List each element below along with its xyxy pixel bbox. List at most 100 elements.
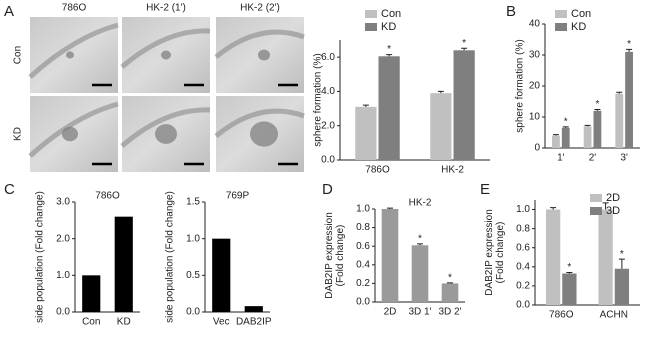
y-tick-label: 0.8 <box>516 223 530 234</box>
y-tick-label: 2.0 <box>56 233 70 244</box>
bar <box>562 273 577 305</box>
y-axis-label: DAB2IP expression <box>324 212 335 299</box>
x-tick-label: 2' <box>589 153 597 164</box>
bar <box>552 135 560 148</box>
y-axis-label: sphere formation (%) <box>515 39 526 132</box>
y-tick-label: 1.0 <box>516 204 530 215</box>
chart-title: 769P <box>226 191 250 202</box>
legend-swatch <box>365 23 377 31</box>
y-tick-label: 0.6 <box>356 241 370 252</box>
error-bar <box>552 134 559 136</box>
micrograph-tube <box>120 107 211 148</box>
x-tick-label: 3D 2' <box>438 307 461 318</box>
error-bar <box>602 202 609 210</box>
micrograph-row-label: KD <box>13 127 24 141</box>
y-axis-label: (Fold change) <box>495 222 506 284</box>
error-bar <box>437 90 444 94</box>
significance-mark: * <box>564 117 568 128</box>
error-bar <box>626 48 633 52</box>
y-tick-label: 0.4 <box>356 259 370 270</box>
micrograph-sphere <box>250 121 278 147</box>
bar <box>545 209 561 305</box>
legend-swatch <box>365 10 377 18</box>
error-bar <box>461 47 468 51</box>
y-tick-label: 0.6 <box>516 242 530 253</box>
error-bar <box>594 109 601 111</box>
x-tick-label: 786O <box>365 165 390 176</box>
micrograph-column-label: 786O <box>62 3 87 14</box>
error-bar <box>616 91 623 94</box>
error-bar <box>566 272 573 274</box>
y-axis-label: DAB2IP expression <box>484 209 495 296</box>
significance-mark: * <box>462 38 466 49</box>
error-bar <box>417 243 423 246</box>
legend-swatch <box>590 207 602 215</box>
bar <box>244 306 263 312</box>
micrograph-column-label: HK-2 (1') <box>146 3 186 14</box>
x-tick-label: 3' <box>620 153 628 164</box>
bar <box>430 93 452 160</box>
bar <box>615 93 624 148</box>
y-axis-label: (Fold change) <box>335 225 346 287</box>
panel-label: C <box>4 181 15 198</box>
bar <box>441 283 459 302</box>
x-tick-label: 786O <box>549 310 574 321</box>
bar <box>378 56 400 160</box>
y-tick-label: 2.0 <box>321 120 335 131</box>
legend-label: 2D <box>606 192 620 204</box>
micrograph-sphere <box>258 49 270 61</box>
bar <box>82 275 101 312</box>
panel-label: A <box>4 3 14 20</box>
significance-mark: * <box>387 44 391 55</box>
x-tick-label: Con <box>82 317 100 328</box>
micrograph-tube <box>28 101 119 158</box>
error-bar <box>386 54 393 57</box>
y-axis-label: sphere formation (%) <box>313 53 324 146</box>
x-tick-label: DAB2IP <box>236 317 272 328</box>
x-tick-label: 1' <box>557 153 565 164</box>
significance-mark: * <box>595 99 599 110</box>
error-bar <box>387 207 393 209</box>
error-bar <box>618 258 625 269</box>
chart-title: HK-2 <box>409 198 432 209</box>
bar <box>561 127 570 148</box>
micrograph-tube <box>28 22 119 79</box>
y-tick-label: 0.8 <box>356 222 370 233</box>
y-tick-label: 0.0 <box>321 155 335 166</box>
micrograph-sphere <box>161 50 171 60</box>
micrograph-sphere <box>155 124 177 144</box>
legend-label: Con <box>571 8 591 20</box>
bar <box>411 245 429 302</box>
y-tick-label: 0.0 <box>186 307 200 318</box>
bar <box>593 110 602 148</box>
y-tick-label: 1.0 <box>186 233 200 244</box>
legend-label: Con <box>381 8 401 20</box>
significance-mark: * <box>448 273 452 284</box>
error-bar <box>562 126 569 128</box>
error-bar <box>550 207 557 210</box>
bar <box>381 209 399 302</box>
micrograph-column-label: HK-2 (2') <box>240 3 280 14</box>
legend-swatch <box>555 23 567 31</box>
y-tick-label: 3.0 <box>56 197 70 208</box>
micrograph-tube <box>214 29 305 59</box>
y-tick-label: 1.0 <box>56 270 70 281</box>
y-tick-label: 0.2 <box>356 278 370 289</box>
bar <box>114 216 133 312</box>
x-tick-label: HK-2 <box>441 165 464 176</box>
panel-label: B <box>506 3 516 20</box>
y-tick-label: 10 <box>529 112 541 123</box>
significance-mark: * <box>418 234 422 245</box>
x-tick-label: 3D 1' <box>408 307 431 318</box>
significance-mark: * <box>620 249 624 260</box>
significance-mark: * <box>567 262 571 273</box>
y-tick-label: 0.2 <box>516 281 530 292</box>
legend-label: 3D <box>606 205 620 217</box>
panel-label: D <box>322 181 333 198</box>
micrograph-sphere <box>62 126 78 142</box>
y-axis-label: side population (Fold change) <box>165 191 176 323</box>
bar <box>598 209 613 305</box>
x-tick-label: 2D <box>384 307 397 318</box>
y-tick-label: 0.4 <box>516 261 530 272</box>
y-tick-label: 6.0 <box>321 52 335 63</box>
